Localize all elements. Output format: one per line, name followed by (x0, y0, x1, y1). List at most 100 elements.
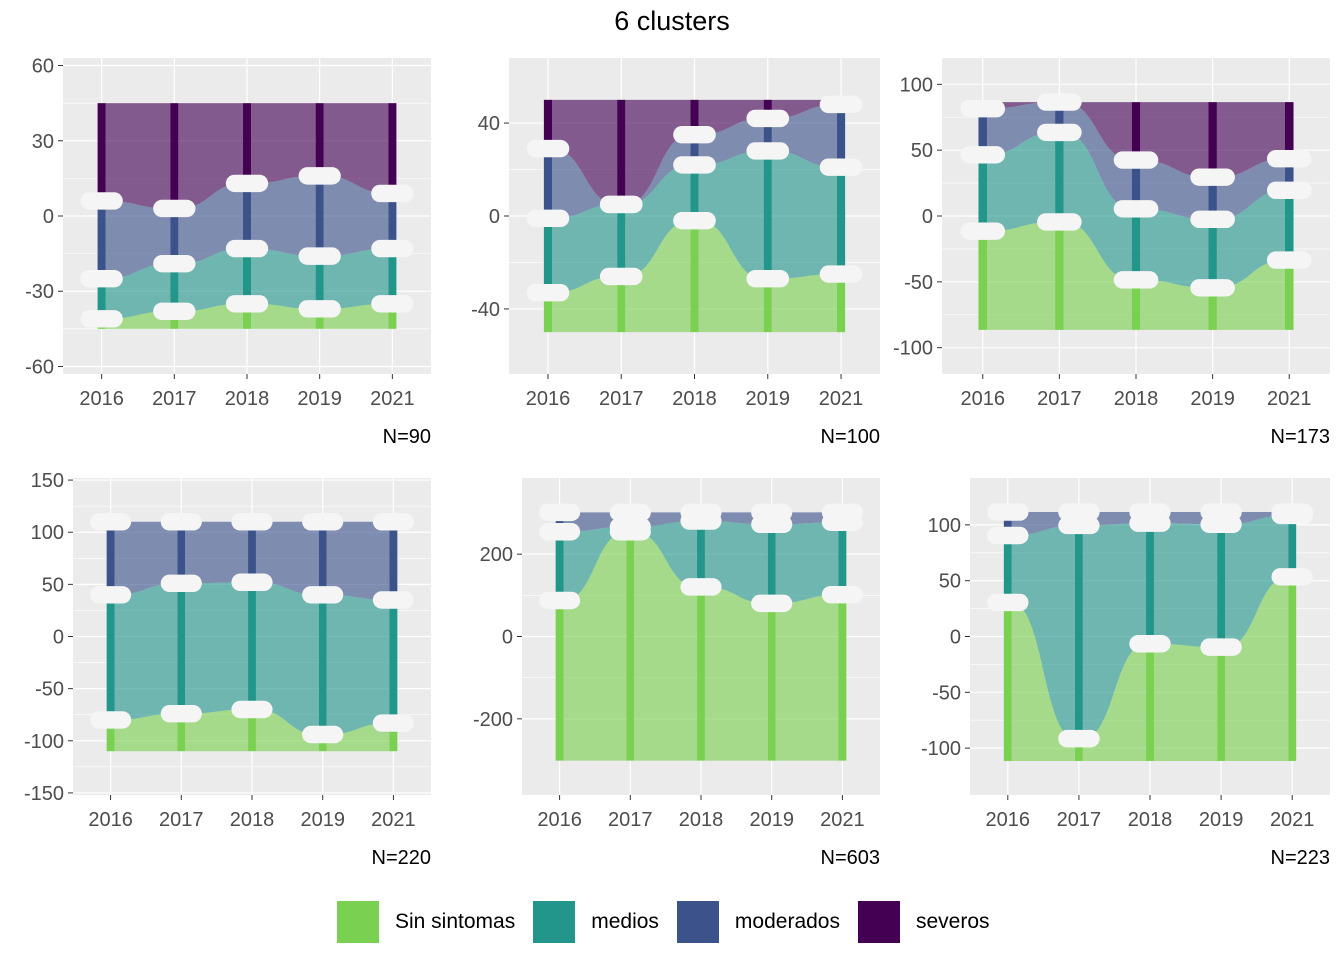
stratum-bar (978, 154, 988, 232)
stratum-label-plate (821, 503, 863, 522)
stratum-bar (1055, 102, 1064, 133)
stratum-label-plate (1129, 503, 1171, 521)
stratum-label-plate (1266, 181, 1312, 200)
y-tick-label: 200 (480, 544, 513, 566)
stratum-bar (97, 278, 106, 319)
sample-size-caption: N=603 (821, 847, 881, 869)
x-tick-label: 2018 (225, 388, 270, 410)
sample-size-caption: N=90 (383, 426, 431, 448)
stratum-label-plate (526, 139, 570, 158)
stratum-bar (1208, 177, 1217, 220)
stratum-label-plate (1058, 729, 1100, 748)
stratum-label-plate (225, 295, 269, 313)
alluvium-flow (987, 221, 1056, 330)
alluvium-flow (563, 526, 627, 601)
stratum-label-plate (539, 591, 581, 610)
stratum-label-plate (225, 239, 269, 258)
stratum-bar (617, 204, 626, 277)
stratum-bar (690, 99, 699, 135)
stratum-label-plate (1058, 503, 1100, 521)
stratum-bar (690, 220, 699, 333)
stratum-bar (690, 164, 699, 221)
legend-label: severos (915, 910, 990, 933)
alluvium-flow (1225, 515, 1289, 648)
y-tick-label: -30 (25, 281, 54, 303)
stratum-label-plate (231, 513, 273, 531)
stratum-label-plate (153, 254, 196, 273)
stratum-label-plate (673, 156, 716, 174)
stratum-label-plate (1037, 213, 1082, 231)
stratum-bar (1131, 208, 1141, 280)
stratum-label-plate (372, 591, 414, 609)
stratum-bar (1003, 512, 1012, 536)
alluvium-flow (552, 204, 618, 293)
x-tick-label: 2017 (159, 809, 204, 831)
stratum-label-plate (80, 310, 123, 328)
alluvium-flow (987, 102, 1056, 155)
stratum-bar (97, 200, 106, 279)
alluvium-flow (1225, 576, 1289, 761)
stratum-label-plate (371, 239, 414, 258)
stratum-bar (242, 103, 252, 184)
alluvium-flow (704, 521, 768, 604)
stratum-label-plate (225, 174, 269, 193)
alluvium-flow (1216, 190, 1285, 288)
stratum-label-plate (960, 100, 1006, 118)
stratum-bar (1131, 160, 1141, 209)
stratum-label-plate (302, 725, 344, 744)
stratum-bar (1284, 190, 1294, 261)
stratum-bar (106, 521, 115, 595)
alluvium-flow (178, 183, 243, 264)
stratum-label-plate (160, 704, 202, 723)
alluvium-flow (1216, 158, 1285, 220)
stratum-label-plate (539, 503, 581, 522)
stratum-label-plate (526, 283, 570, 302)
stratum-label-plate (160, 574, 202, 593)
stratum-label-plate (1058, 516, 1100, 535)
stratum-bar (170, 311, 179, 329)
stratum-bar (1217, 524, 1226, 648)
stratum-label-plate (960, 146, 1006, 164)
stratum-bar (763, 99, 772, 119)
x-tick-label: 2021 (370, 388, 415, 410)
alluvium-flow (1011, 525, 1075, 739)
alluvium-flow (625, 99, 691, 205)
legend-item: Sin sintomas (337, 901, 515, 943)
x-tick-label: 2019 (1199, 809, 1244, 831)
stratum-bar (315, 308, 324, 329)
stratum-bar (389, 600, 398, 724)
stratum-label-plate (231, 700, 273, 719)
alluvium-flow (1140, 279, 1209, 330)
alluvium-flow (1140, 160, 1209, 220)
stratum-bar (1284, 158, 1294, 191)
sample-size-caption: N=100 (821, 426, 881, 448)
alluvium-flow (326, 521, 390, 601)
stratum-bar (315, 175, 324, 257)
x-tick-label: 2018 (679, 809, 724, 831)
stratum-label-plate (298, 300, 341, 318)
alluvium-flow (185, 521, 249, 584)
stratum-bar (763, 278, 772, 333)
x-tick-label: 2017 (1037, 388, 1082, 410)
panel: 60 30 0 -30 -60 2016 2017 2018 2019 2021 N=90 (25, 56, 431, 448)
alluvium-flow (255, 709, 319, 752)
x-tick-label: 2016 (526, 388, 571, 410)
stratum-label-plate (751, 503, 793, 522)
stratum-bar (389, 521, 398, 601)
stratum-bar (555, 512, 564, 532)
alluvium-flow (323, 248, 389, 309)
y-tick-label: 100 (928, 515, 961, 537)
stratum-bar (1074, 738, 1083, 761)
stratum-bar (1288, 515, 1297, 577)
stratum-bar (242, 303, 252, 329)
stratum-bar (388, 248, 397, 304)
stratum-bar (315, 256, 324, 309)
sample-size-caption: N=173 (1271, 426, 1331, 448)
x-tick-label: 2016 (537, 809, 582, 831)
alluvium-flow (634, 521, 698, 587)
alluvium-flow (1153, 643, 1218, 761)
stratum-label-plate (160, 513, 202, 531)
alluvium-flow (251, 103, 316, 184)
y-tick-label: 30 (32, 131, 54, 153)
